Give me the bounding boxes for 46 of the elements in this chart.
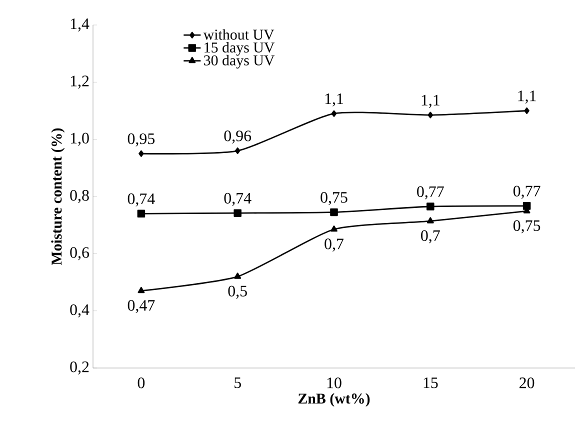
point [234, 272, 242, 279]
data-label: 0,74 [224, 192, 252, 206]
point [234, 209, 242, 217]
data-label: 0,77 [513, 186, 540, 199]
data-label: 1,1 [422, 94, 440, 108]
data-label: 0,77 [417, 186, 444, 200]
y-tick-label: 1,0 [70, 132, 89, 146]
y-tick-label: 0,6 [70, 247, 90, 260]
legend-label: without UV [203, 29, 274, 40]
y-axis-title: Moisture content (%) [51, 128, 65, 266]
data-label: 0,75 [513, 220, 540, 234]
point [330, 208, 338, 216]
data-label: 0,95 [128, 133, 155, 146]
x-tick-label: 15 [424, 378, 438, 388]
data-label: 0,75 [320, 192, 348, 206]
point [330, 225, 338, 232]
data-label: 0,7 [421, 230, 440, 244]
point [138, 286, 145, 294]
x-axis-title: ZnB (wt%) [298, 393, 370, 407]
data-label: 1,1 [518, 90, 536, 104]
y-tick-label: 0,4 [70, 304, 90, 318]
y-tick-label: 1,4 [70, 18, 90, 32]
point [331, 110, 337, 117]
legend-label: 30 days UV [204, 54, 275, 68]
point [137, 210, 146, 218]
point [524, 107, 530, 114]
legend-label: 15 days UV [204, 42, 275, 56]
point [522, 202, 531, 210]
y-tick-label: 0,8 [70, 190, 89, 204]
x-tick-label: 5 [234, 377, 241, 388]
data-label: 0,47 [128, 300, 155, 314]
x-tick-label: 0 [138, 378, 145, 388]
y-tick-label: 0,2 [70, 361, 89, 375]
data-label: 0,7 [324, 238, 344, 252]
data-label: 1,1 [325, 93, 344, 106]
point [426, 217, 434, 224]
data-label: 0,5 [228, 286, 247, 299]
point [234, 147, 240, 154]
x-tick-label: 10 [327, 378, 342, 388]
x-tick-label: 20 [520, 378, 534, 388]
data-label: 0,74 [128, 193, 155, 206]
point [426, 202, 434, 210]
point [428, 112, 434, 118]
y-tick-label: 1,2 [70, 76, 89, 89]
data-label: 0,96 [224, 130, 252, 144]
point [138, 150, 144, 157]
